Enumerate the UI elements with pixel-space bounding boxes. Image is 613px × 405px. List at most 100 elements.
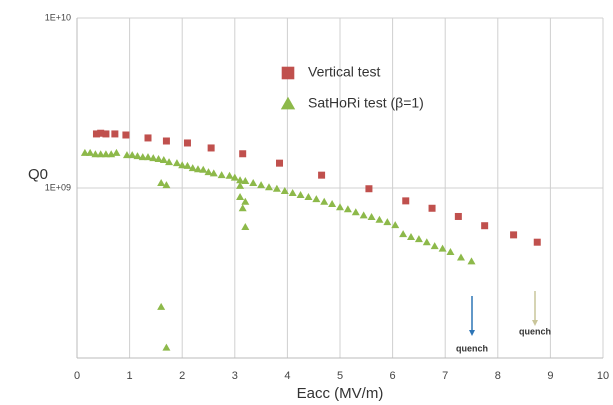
marker (280, 96, 296, 110)
x-tick-label: 0 (74, 370, 80, 382)
x-tick-label: 2 (179, 370, 185, 382)
marker (162, 343, 171, 351)
x-tick-label: 9 (547, 370, 553, 382)
marker (204, 168, 213, 176)
marker (217, 171, 226, 179)
marker (481, 222, 489, 230)
marker (193, 165, 202, 173)
marker (101, 150, 110, 158)
marker (375, 215, 384, 223)
marker (80, 148, 89, 156)
x-tick-label: 6 (390, 370, 396, 382)
annotation: quench (519, 326, 551, 336)
marker (144, 134, 152, 142)
marker (467, 257, 476, 265)
marker (239, 150, 247, 158)
marker (230, 173, 239, 181)
marker (446, 248, 455, 256)
marker (391, 221, 400, 229)
marker (276, 159, 284, 167)
annotation: quench (456, 343, 488, 353)
marker (159, 156, 168, 164)
marker (430, 242, 439, 250)
marker (407, 232, 416, 240)
marker (296, 190, 305, 198)
marker (414, 235, 423, 243)
marker (91, 150, 100, 158)
marker (454, 212, 462, 220)
marker (133, 152, 142, 160)
marker (157, 302, 166, 310)
marker (122, 131, 130, 139)
marker (288, 188, 297, 196)
marker (154, 155, 163, 163)
arrow-head (469, 330, 475, 336)
marker (241, 176, 250, 184)
legend-label: Vertical test (308, 64, 380, 80)
legend-label: SatHoRi test (β=1) (308, 95, 424, 111)
marker (122, 151, 131, 159)
marker (281, 66, 295, 80)
marker (399, 230, 408, 238)
marker (383, 218, 392, 226)
x-tick-label: 5 (337, 370, 343, 382)
marker (365, 185, 373, 193)
x-tick-label: 8 (495, 370, 501, 382)
y-axis-label: Q0 (28, 166, 48, 183)
marker (157, 179, 166, 187)
marker (533, 238, 541, 246)
marker (236, 181, 245, 189)
marker (207, 144, 215, 152)
x-tick-label: 4 (284, 370, 290, 382)
marker (144, 153, 153, 161)
marker (320, 197, 329, 205)
marker (402, 197, 410, 205)
marker (209, 169, 218, 177)
marker (162, 181, 171, 189)
marker (428, 204, 436, 212)
marker (96, 150, 105, 158)
marker (188, 164, 197, 172)
marker (272, 184, 281, 192)
marker (165, 158, 174, 166)
x-tick-label: 7 (442, 370, 448, 382)
marker (236, 193, 245, 201)
marker (456, 253, 465, 261)
marker (92, 130, 100, 138)
marker (225, 171, 234, 179)
x-tick-label: 1 (127, 370, 133, 382)
marker (236, 176, 245, 184)
arrow-head (532, 320, 538, 326)
marker (312, 195, 321, 203)
marker (112, 148, 121, 156)
marker (351, 208, 360, 216)
marker (102, 130, 110, 138)
marker (172, 159, 181, 167)
marker (304, 193, 313, 201)
y-tick-label: 1E+09 (45, 182, 71, 192)
marker (438, 244, 447, 252)
marker (183, 161, 192, 169)
marker (162, 137, 170, 145)
marker (238, 204, 247, 212)
marker (343, 205, 352, 213)
marker (257, 181, 266, 189)
marker (241, 197, 250, 205)
marker (97, 129, 105, 137)
marker (128, 151, 137, 159)
y-tick-label: 1E+10 (45, 12, 71, 22)
marker (241, 222, 250, 230)
marker (318, 171, 326, 179)
marker (178, 161, 187, 169)
marker (328, 200, 337, 208)
marker (199, 165, 208, 173)
marker (510, 231, 518, 239)
marker (359, 211, 368, 219)
marker (422, 238, 431, 246)
marker (249, 179, 258, 187)
x-tick-label: 3 (232, 370, 238, 382)
marker (280, 187, 289, 195)
marker (111, 130, 119, 138)
marker (86, 148, 95, 156)
